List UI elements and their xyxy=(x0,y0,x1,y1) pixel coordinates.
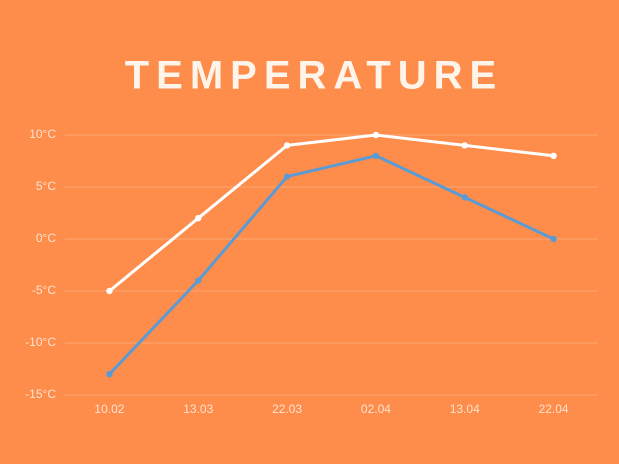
point xyxy=(461,142,468,149)
point xyxy=(283,173,291,180)
x-tick-label: 13.03 xyxy=(183,402,213,416)
point xyxy=(106,371,113,378)
x-tick-label: 13.04 xyxy=(450,402,480,416)
chart-title: TEMPERATURE xyxy=(125,54,503,98)
y-tick-label: 5°C xyxy=(36,179,56,193)
y-tick-label: 0°C xyxy=(36,231,56,245)
point xyxy=(372,152,380,159)
y-tick-label: -10°C xyxy=(25,335,56,349)
y-tick-label: 10°C xyxy=(29,127,56,141)
point xyxy=(106,287,113,295)
point xyxy=(550,152,557,159)
x-tick-label: 22.03 xyxy=(272,402,302,416)
point xyxy=(372,131,380,139)
y-tick-label: -5°C xyxy=(32,283,56,297)
point xyxy=(283,142,291,149)
series-line xyxy=(108,133,554,293)
series-line xyxy=(108,154,555,376)
x-tick-label: 02.04 xyxy=(361,402,391,416)
point xyxy=(550,235,557,243)
point xyxy=(195,215,202,222)
point xyxy=(195,277,202,284)
y-tick-label: -15°C xyxy=(25,387,56,401)
x-tick-label: 10.02 xyxy=(94,402,124,416)
point xyxy=(461,194,468,201)
x-tick-label: 22.04 xyxy=(539,402,569,416)
